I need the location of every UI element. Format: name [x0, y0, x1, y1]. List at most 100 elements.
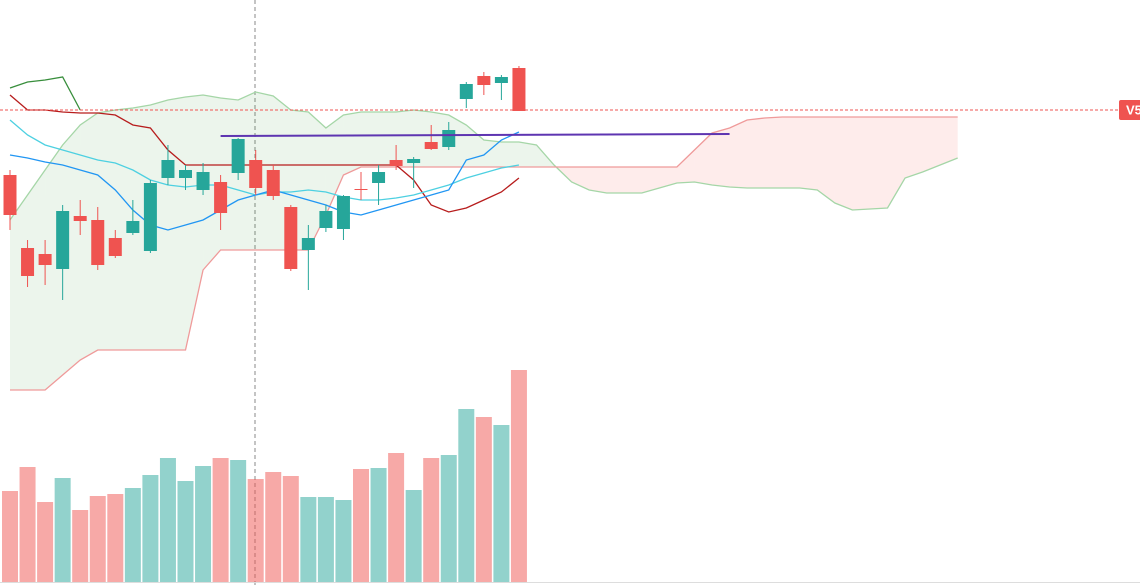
candle-body: [73, 216, 87, 221]
volume-bar: [405, 490, 422, 582]
cloud-fill: [97, 110, 116, 350]
volume-bar: [19, 467, 36, 582]
indicator-line: [9, 119, 520, 201]
volume-bar: [89, 496, 106, 582]
volume-bar: [177, 481, 194, 582]
volume-bar: [265, 472, 282, 582]
cloud-fill: [571, 167, 590, 190]
candle-body: [284, 207, 298, 269]
candle-body: [354, 189, 368, 190]
cloud-fill: [729, 120, 748, 188]
cloud-fill: [852, 117, 870, 210]
volume-bar: [124, 488, 141, 582]
volume-bar: [195, 466, 212, 582]
candle-body: [231, 139, 245, 173]
candle-body: [336, 196, 350, 229]
cloud-fill: [45, 145, 63, 390]
candle-body: [161, 160, 175, 178]
candle-body: [424, 142, 438, 149]
volume-bar: [212, 458, 229, 582]
volume-bar: [353, 469, 369, 582]
price-label: V5: [1126, 102, 1140, 117]
candle-body: [372, 172, 386, 183]
indicator-line: [10, 116, 958, 391]
candle-body: [56, 211, 70, 269]
volume-bar: [493, 425, 510, 582]
cloud-fill: [799, 117, 818, 190]
volume-bar: [388, 453, 405, 582]
cloud-fill: [940, 117, 958, 165]
cloud-fill: [782, 117, 800, 188]
cloud-fill: [834, 117, 853, 210]
indicator-line: [9, 94, 520, 213]
candle-body: [196, 172, 210, 190]
volume-bar: [370, 468, 387, 582]
candle-body: [126, 221, 140, 233]
cloud-fill: [343, 112, 361, 175]
volume-bar: [300, 497, 317, 582]
cloud-fill: [869, 117, 888, 209]
cloud-fill: [308, 112, 326, 250]
cloud-fill: [922, 117, 941, 172]
cloud-fill: [413, 110, 432, 167]
volume-bar: [142, 475, 159, 582]
volume-bar: [282, 476, 299, 582]
indicator-line: [9, 91, 958, 221]
cloud-fill: [764, 117, 783, 188]
volume-bar: [54, 478, 71, 582]
candle-body: [91, 220, 105, 265]
volume-bar: [159, 458, 176, 582]
cloud-fill: [712, 128, 730, 187]
cloud-fill: [676, 150, 695, 183]
cloud-fill: [27, 170, 46, 390]
cloud-fill: [624, 167, 642, 193]
volume-bar: [510, 370, 527, 582]
volume-bar: [2, 491, 18, 582]
candle-body: [3, 175, 17, 215]
cloud-fill: [220, 98, 239, 250]
candle-body: [477, 76, 491, 85]
indicator-line: [9, 131, 520, 231]
cloud-fill: [132, 105, 151, 350]
candle-body: [179, 170, 192, 178]
cloud-fill: [659, 167, 677, 188]
volume-bar: [475, 417, 492, 582]
candle-body: [249, 160, 263, 188]
indicator-line: [9, 76, 81, 111]
candle-body: [214, 182, 228, 213]
cloud-fill: [167, 97, 186, 350]
candle-body: [38, 254, 52, 265]
volume-bar: [37, 502, 54, 582]
cloud-fill: [361, 112, 379, 167]
cloud-fill: [887, 117, 906, 208]
price-label-bg: [1119, 100, 1140, 120]
cloud-fill: [641, 167, 660, 193]
volume-bar: [72, 510, 89, 582]
cloud-fill: [203, 95, 221, 270]
cloud-fill: [255, 92, 274, 250]
cloud-fill: [238, 92, 256, 250]
candle-body: [512, 68, 526, 111]
cloud-fill: [483, 140, 502, 167]
cloud-fill: [448, 115, 467, 167]
cloud-fill: [817, 117, 835, 203]
volume-bar: [317, 497, 334, 582]
cloud-fill: [80, 113, 98, 360]
cloud-fill: [747, 118, 765, 188]
cloud-fill: [378, 112, 397, 167]
cloud-fill: [501, 142, 519, 167]
candle-body: [407, 159, 421, 163]
candle-body: [143, 183, 157, 251]
candle-body: [108, 238, 122, 256]
candle-body: [494, 77, 508, 83]
volume-bar: [230, 460, 247, 582]
volume-bar: [335, 500, 352, 582]
volume-bar: [440, 455, 457, 582]
cloud-fill: [466, 125, 484, 167]
candle-body: [266, 170, 280, 196]
trendline: [220, 133, 730, 137]
volume-bar: [107, 494, 124, 582]
cloud-fill: [518, 142, 537, 167]
candle-body: [459, 84, 473, 99]
